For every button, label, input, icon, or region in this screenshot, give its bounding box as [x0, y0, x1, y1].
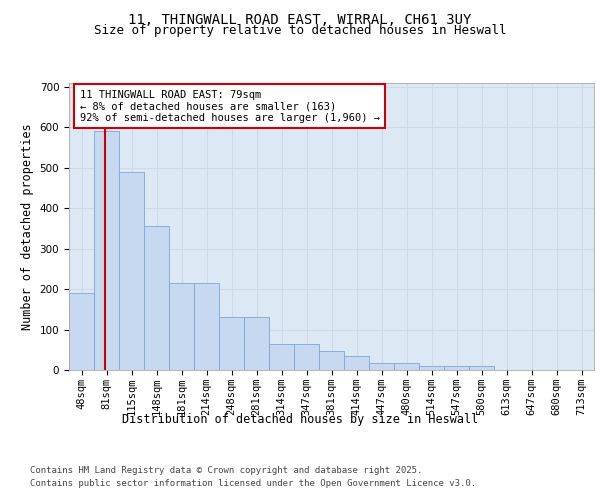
Text: Contains HM Land Registry data © Crown copyright and database right 2025.: Contains HM Land Registry data © Crown c…	[30, 466, 422, 475]
Bar	[469, 366, 494, 370]
Bar	[69, 293, 94, 370]
Bar	[194, 283, 219, 370]
Bar	[344, 356, 369, 370]
Text: Distribution of detached houses by size in Heswall: Distribution of detached houses by size …	[122, 412, 478, 426]
Text: 11 THINGWALL ROAD EAST: 79sqm
← 8% of detached houses are smaller (163)
92% of s: 11 THINGWALL ROAD EAST: 79sqm ← 8% of de…	[79, 90, 380, 123]
Bar	[119, 172, 144, 370]
Bar	[369, 363, 394, 370]
Bar	[269, 344, 294, 370]
Bar	[219, 318, 244, 370]
Bar	[169, 283, 194, 370]
Text: Size of property relative to detached houses in Heswall: Size of property relative to detached ho…	[94, 24, 506, 37]
Bar	[444, 366, 469, 370]
Bar	[394, 363, 419, 370]
Bar	[319, 351, 344, 370]
Bar	[294, 344, 319, 370]
Bar	[244, 318, 269, 370]
Text: Contains public sector information licensed under the Open Government Licence v3: Contains public sector information licen…	[30, 479, 476, 488]
Bar	[144, 226, 169, 370]
Y-axis label: Number of detached properties: Number of detached properties	[21, 123, 34, 330]
Bar	[419, 366, 444, 370]
Bar	[94, 131, 119, 370]
Text: 11, THINGWALL ROAD EAST, WIRRAL, CH61 3UY: 11, THINGWALL ROAD EAST, WIRRAL, CH61 3U…	[128, 12, 472, 26]
